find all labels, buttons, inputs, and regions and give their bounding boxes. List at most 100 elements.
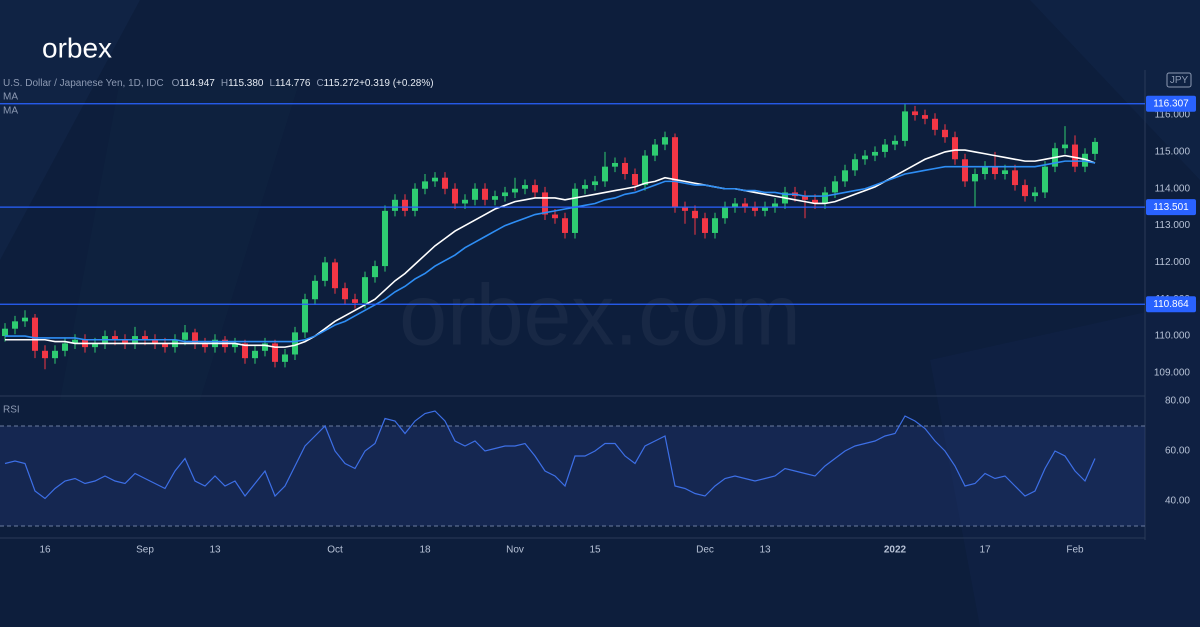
candle-body [2,328,8,337]
candle-body [242,343,248,359]
candle-body [232,343,238,348]
candle-body [272,343,278,362]
candle-body [712,218,718,233]
x-tick-label: Oct [327,545,343,556]
header-value: 114.776 [275,78,311,89]
watermark: orbex.com [399,268,801,364]
candle-body [1072,144,1078,167]
candle-body [532,185,538,193]
candle-body [762,207,768,211]
candle-body [912,111,918,116]
candle-body [942,129,948,138]
moving-average [5,160,1096,343]
decor [60,80,300,400]
x-tick-label: Nov [506,545,524,556]
candle-body [822,192,828,204]
candle-body [332,262,338,289]
candle-body [1002,170,1008,175]
candle-body [992,166,998,175]
candle-body [372,266,378,278]
candle-body [432,177,438,182]
y-tick-label: 113.000 [1155,220,1191,231]
candle-body [862,155,868,160]
legend-entry: MA [3,92,18,103]
candle-body [482,188,488,200]
level-label: 116.307 [1153,98,1189,109]
candle-body [742,203,748,208]
candle-body [632,174,638,186]
candle-body [722,207,728,219]
candle-body [802,196,808,200]
candle-body [52,350,58,359]
symbol: U.S. Dollar / Japanese Yen, 1D, IDC [3,78,164,89]
candle-body [652,144,658,156]
candle-body [192,332,198,344]
candle-body [672,137,678,208]
x-tick-label: Sep [136,545,154,556]
x-tick-label: 18 [419,545,431,556]
candle-body [312,280,318,300]
candle-body [702,218,708,233]
candle-body [152,339,158,344]
candle-body [1092,141,1098,154]
candle-body [352,299,358,303]
candle-body [12,321,18,329]
candle-body [422,181,428,189]
candle-body [552,214,558,219]
header-value: 115.380 [228,78,264,89]
candle-body [412,188,418,211]
candle-body [322,262,328,281]
candle-body [922,115,928,119]
candle-body [602,166,608,182]
candle-body [92,343,98,348]
header-value: 114.947 [179,78,215,89]
candle-body [282,354,288,362]
candle-body [932,118,938,130]
candle-body [752,207,758,211]
rsi-band [0,426,1145,526]
level-box [1146,199,1196,216]
candle-body [972,174,978,182]
candle-body [1042,166,1048,193]
logo: orbex [42,32,112,63]
y-tick-label: 60.00 [1165,446,1190,457]
header: U.S. Dollar / Japanese Yen, 1D, IDC O114.… [3,78,434,89]
candle-body [732,203,738,208]
candle-body [662,137,668,145]
candle-body [142,336,148,340]
candle-body [682,207,688,211]
header-key: O [172,78,180,89]
header-key: C [316,78,323,89]
x-tick-label: 13 [209,545,221,556]
x-tick-label: 2022 [884,545,907,556]
candle-body [962,159,968,182]
candle-body [62,343,68,351]
candle-body [542,192,548,215]
candle-body [502,192,508,197]
candle-body [122,339,128,344]
legend-entry: MA [3,106,18,117]
candle-body [442,177,448,189]
header-value: 115.272 [324,78,360,89]
level-label: 113.501 [1153,202,1189,213]
candle-body [342,288,348,300]
candle-body [402,199,408,211]
candle-body [1062,144,1068,149]
candle-body [772,203,778,208]
moving-average [5,149,1096,348]
y-tick-label: 115.000 [1155,147,1191,158]
candle-body [1012,170,1018,186]
candle-body [382,210,388,267]
candle-body [72,339,78,344]
candle-body [32,317,38,351]
decor [930,300,1200,627]
y-tick-label: 40.00 [1165,496,1190,507]
candle-body [452,188,458,204]
candle-body [462,199,468,204]
candle-body [1022,185,1028,197]
candle-body [592,181,598,186]
candle-body [1032,192,1038,197]
candle-body [302,299,308,333]
x-tick-label: 13 [759,545,771,556]
